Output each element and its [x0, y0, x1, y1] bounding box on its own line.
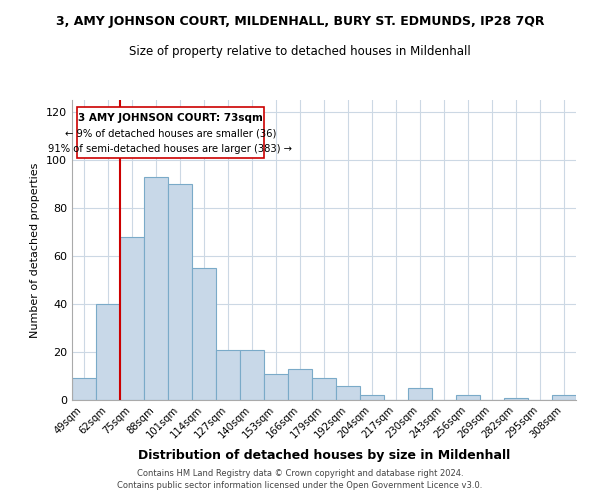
Text: Size of property relative to detached houses in Mildenhall: Size of property relative to detached ho… — [129, 45, 471, 58]
Text: Contains public sector information licensed under the Open Government Licence v3: Contains public sector information licen… — [118, 481, 482, 490]
Bar — [288, 369, 312, 400]
Bar — [360, 395, 384, 400]
Bar — [120, 237, 144, 400]
Text: 3 AMY JOHNSON COURT: 73sqm: 3 AMY JOHNSON COURT: 73sqm — [78, 113, 263, 123]
Bar — [72, 378, 96, 400]
Bar — [168, 184, 192, 400]
Bar — [264, 374, 288, 400]
Text: 91% of semi-detached houses are larger (383) →: 91% of semi-detached houses are larger (… — [49, 144, 292, 154]
Bar — [96, 304, 120, 400]
Text: Contains HM Land Registry data © Crown copyright and database right 2024.: Contains HM Land Registry data © Crown c… — [137, 468, 463, 477]
Text: ← 9% of detached houses are smaller (36): ← 9% of detached houses are smaller (36) — [65, 129, 276, 139]
Bar — [240, 350, 264, 400]
Bar — [144, 177, 168, 400]
Bar — [192, 268, 216, 400]
FancyBboxPatch shape — [77, 107, 264, 158]
Bar — [312, 378, 336, 400]
Bar — [456, 395, 480, 400]
Bar — [336, 386, 360, 400]
X-axis label: Distribution of detached houses by size in Mildenhall: Distribution of detached houses by size … — [138, 449, 510, 462]
Bar — [504, 398, 528, 400]
Bar — [216, 350, 240, 400]
Bar — [408, 388, 432, 400]
Bar — [552, 395, 576, 400]
Y-axis label: Number of detached properties: Number of detached properties — [31, 162, 40, 338]
Text: 3, AMY JOHNSON COURT, MILDENHALL, BURY ST. EDMUNDS, IP28 7QR: 3, AMY JOHNSON COURT, MILDENHALL, BURY S… — [56, 15, 544, 28]
